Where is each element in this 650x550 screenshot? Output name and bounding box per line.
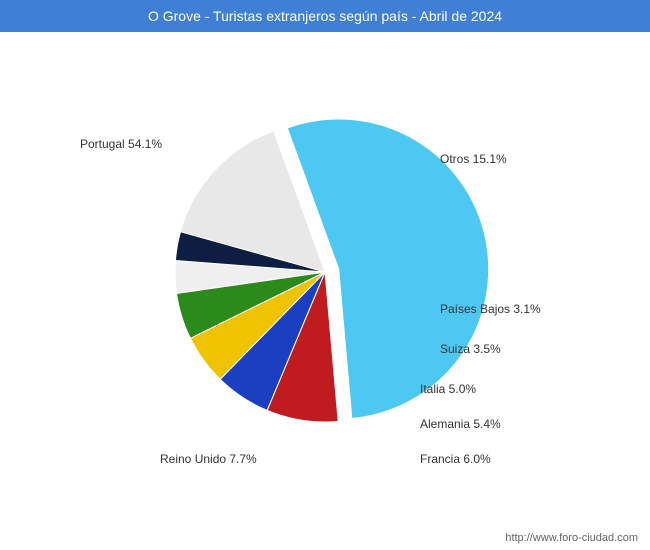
footer-credit: http://www.foro-ciudad.com [505,532,638,544]
slice-label: Países Bajos 3.1% [440,302,541,316]
slice-label: Portugal 54.1% [80,137,162,151]
slice-label: Reino Unido 7.7% [160,452,257,466]
slice-label: Otros 15.1% [440,152,507,166]
chart-title-bar: O Grove - Turistas extranjeros según paí… [0,0,650,32]
slice-label: Francia 6.0% [420,452,491,466]
slice-label: Italia 5.0% [420,382,476,396]
slice-label: Suiza 3.5% [440,342,501,356]
slice-label: Alemania 5.4% [420,417,501,431]
chart-area: Portugal 54.1% Reino Unido 7.7% Francia 6.… [0,32,650,522]
footer-text: http://www.foro-ciudad.com [505,532,638,544]
chart-title: O Grove - Turistas extranjeros según paí… [148,8,502,24]
